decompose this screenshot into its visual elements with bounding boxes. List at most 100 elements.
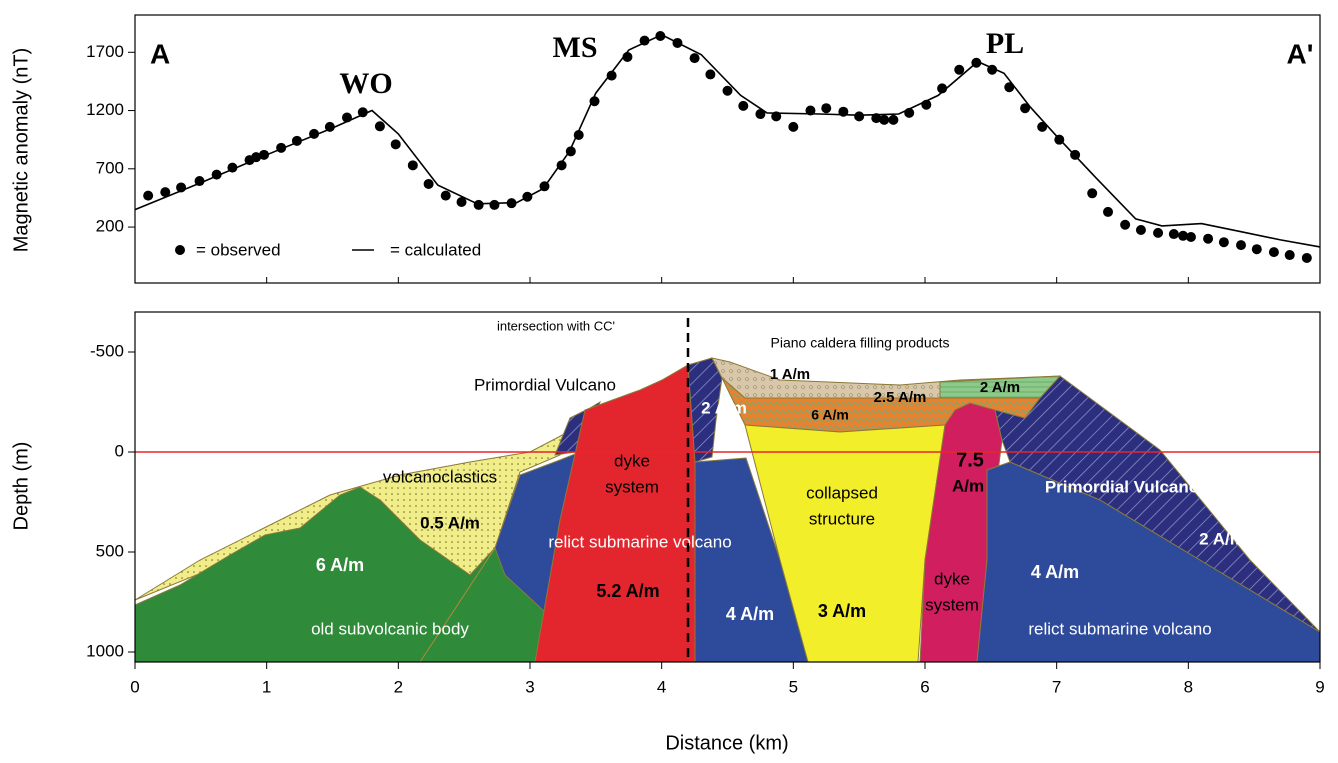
annotation: 2.5 A/m [874, 389, 927, 406]
calculated-line [134, 33, 1321, 248]
annotation: system [605, 477, 659, 496]
observed-point [1020, 103, 1031, 114]
annotation: 6 A/m [811, 407, 849, 423]
y-tick-label: 1000 [86, 641, 124, 660]
collapsed-structure [744, 424, 946, 663]
annotation: WO [339, 67, 392, 100]
observed-point [1284, 250, 1295, 261]
annotation: Primordial Vulcano [1045, 477, 1199, 496]
observed-point [755, 109, 766, 120]
annotation: 7.5 [956, 449, 984, 471]
y-tick-label: 700 [96, 158, 124, 177]
old-subvolcanic-body [134, 486, 546, 663]
observed-point [1236, 240, 1246, 251]
x-tick-label: 2 [394, 677, 403, 696]
annotation: 2 A/m [701, 398, 747, 417]
x-axis-label: Distance (km) [665, 732, 788, 754]
observed-point [1301, 252, 1312, 263]
annotation: PL [986, 27, 1024, 60]
x-tick-label: 0 [130, 677, 139, 696]
observed-point [1268, 247, 1279, 258]
annotation: dyke [614, 451, 650, 470]
observed-point [374, 121, 385, 132]
observed-point [1004, 82, 1015, 93]
x-tick-label: 9 [1315, 677, 1324, 696]
x-tick-label: 6 [920, 677, 929, 696]
x-tick-label: 1 [262, 677, 271, 696]
observed-point [1153, 227, 1164, 238]
observed-point [357, 107, 368, 118]
observed-point [489, 199, 500, 210]
annotation: 5.2 A/m [596, 581, 659, 601]
annotation: 1 A/m [770, 366, 810, 383]
profile-annotations: A WO MS PL A' Magnetic anomaly (nT) Dept… [10, 27, 1313, 754]
observed-point [1168, 229, 1179, 240]
observed-point [1120, 219, 1131, 230]
annotation: 0.5 A/m [420, 513, 480, 532]
observed-point [606, 70, 617, 81]
observed-point [705, 69, 716, 80]
annotation: Primordial Vulcano [474, 375, 616, 394]
observed-point [821, 103, 832, 114]
annotation: A' [1287, 38, 1314, 69]
y-tick-label: 1200 [86, 100, 124, 119]
observed-point [689, 53, 700, 64]
observed-point [473, 199, 484, 210]
observed-point [1037, 121, 1048, 132]
annotation: 2 A/m [1199, 529, 1245, 548]
annotation: 4 A/m [1031, 562, 1079, 582]
legend-label: = observed [196, 240, 281, 259]
observed-point [1178, 230, 1189, 241]
observed-point [1135, 224, 1146, 235]
observed-point [143, 190, 154, 201]
observed-point [1185, 231, 1196, 242]
annotation: intersection with CC' [497, 318, 615, 333]
annotation: collapsed [806, 483, 878, 502]
y-tick-label: 1700 [86, 42, 124, 61]
observed-point [440, 190, 451, 201]
plot-frame [134, 311, 1321, 663]
legend-dot [175, 245, 185, 255]
annotation: 4 A/m [726, 604, 774, 624]
x-tick-label: 7 [1052, 677, 1061, 696]
legend-label: = calculated [390, 240, 481, 259]
annotation: A/m [952, 476, 984, 495]
y-tick-label: 0 [115, 441, 124, 460]
annotation: 2 A/m [980, 379, 1020, 396]
observed-point [556, 160, 567, 171]
annotation: 6 A/m [316, 555, 364, 575]
observed-point [738, 100, 749, 111]
observed-point [1203, 233, 1214, 244]
x-tick-label: 4 [657, 677, 666, 696]
observed-point [954, 64, 965, 75]
annotation: A [150, 38, 170, 69]
observed-point [456, 197, 467, 208]
section-labels: intersection with CC' Piano caldera fill… [311, 318, 1245, 638]
annotation: structure [809, 509, 875, 528]
observed-point [854, 111, 865, 122]
annotation: 3 A/m [818, 601, 866, 621]
primordial-right [994, 375, 1321, 633]
annotation: relict submarine volcano [548, 532, 731, 551]
observed-point [1218, 237, 1229, 248]
observed-point [423, 178, 434, 189]
unit-boundary [419, 547, 496, 663]
annotation: MS [553, 31, 598, 64]
observed-point [1103, 206, 1114, 217]
annotation: system [925, 595, 979, 614]
y-axis-label: Depth (m) [10, 442, 32, 531]
x-tick-label: 8 [1184, 677, 1193, 696]
observed-point [879, 114, 890, 125]
annotation: volcanoclastics [383, 467, 497, 486]
observed-point [871, 113, 882, 124]
observed-point [160, 187, 171, 198]
cross-section [134, 357, 1321, 663]
annotation: dyke [934, 569, 970, 588]
x-tick-label: 5 [789, 677, 798, 696]
observed-point [1251, 244, 1262, 255]
observed-point [888, 114, 899, 125]
y-axis-label: Magnetic anomaly (nT) [10, 48, 32, 253]
annotation: relict submarine volcano [1028, 619, 1211, 638]
plot-frame [134, 14, 1321, 284]
